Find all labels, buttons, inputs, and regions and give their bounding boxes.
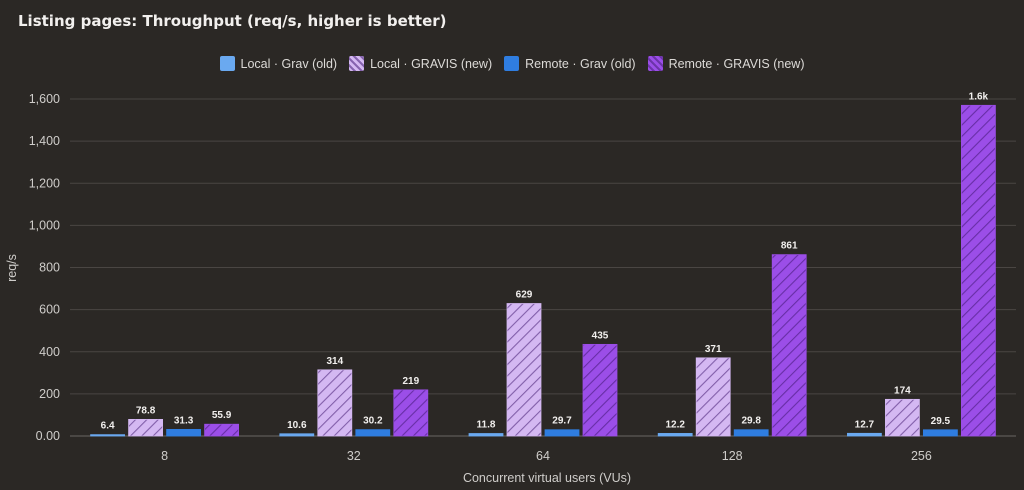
legend-item-remote-gravis-new[interactable]: Remote · GRAVIS (new) (647, 56, 805, 71)
y-tick-label: 800 (39, 261, 60, 275)
bar-remote-grav-old-256[interactable] (923, 429, 958, 437)
bar-remote-grav-old-128[interactable] (733, 429, 769, 437)
bar-local-grav-old-32[interactable] (279, 433, 315, 437)
legend-swatch (647, 56, 663, 71)
data-label: 861 (781, 241, 798, 252)
data-labels: 6.4 78.8 31.3 55.9 10.6 314 30.2 219 11.8 629 29.7… (101, 91, 989, 431)
bar-remote-grav-old-8[interactable] (166, 429, 202, 437)
bar-remote-gravis-new-128[interactable] (771, 254, 807, 437)
legend-label: Local · Grav (old) (240, 56, 338, 71)
y-tick-label: 1,600 (29, 92, 60, 106)
x-axis-label: Concurrent virtual users (VUs) (463, 471, 631, 485)
legend-label: Remote · GRAVIS (new) (668, 56, 805, 71)
data-label: 29.5 (931, 416, 951, 427)
data-label: 10.6 (287, 420, 307, 431)
y-tick-label: 400 (39, 345, 60, 359)
chart-title: Listing pages: Throughput (req/s, higher… (18, 12, 447, 30)
legend-swatch (219, 56, 235, 71)
x-tick-label: 8 (161, 449, 168, 463)
data-label: 12.7 (855, 419, 875, 430)
data-label: 435 (592, 330, 609, 341)
data-label: 1.6k (969, 91, 989, 102)
data-label: 29.8 (741, 416, 761, 427)
y-tick-label: 0.00 (36, 429, 60, 443)
bar-local-grav-old-8[interactable] (90, 434, 125, 437)
data-label: 629 (516, 290, 533, 301)
x-axis-ticks: 8 32 64 128 256 (161, 449, 932, 463)
x-tick-label: 32 (347, 449, 361, 463)
y-tick-label: 1,000 (29, 218, 60, 232)
y-axis-ticks: 0.00 200 400 600 800 1,000 1,200 1,400 1,600 (29, 92, 60, 443)
bar-local-gravis-new-8[interactable] (128, 419, 164, 437)
data-label: 371 (705, 344, 722, 355)
gridlines (70, 98, 1016, 437)
legend-label: Local · GRAVIS (new) (370, 56, 493, 71)
x-tick-label: 256 (911, 449, 932, 463)
bars (90, 104, 996, 437)
bar-local-gravis-new-128[interactable] (695, 357, 731, 437)
data-label: 31.3 (174, 415, 194, 426)
bar-local-gravis-new-256[interactable] (885, 398, 920, 437)
legend-label: Remote · Grav (old) (525, 56, 636, 71)
legend-swatch (504, 56, 520, 71)
legend-item-local-gravis-new[interactable]: Local · GRAVIS (new) (349, 56, 492, 71)
data-label: 11.8 (477, 420, 496, 431)
bar-remote-grav-old-32[interactable] (355, 429, 391, 437)
data-label: 30.2 (363, 416, 383, 427)
data-label: 6.4 (101, 421, 115, 432)
bar-remote-gravis-new-256[interactable] (961, 104, 996, 437)
y-axis-label: req/s (5, 254, 19, 282)
data-label: 29.7 (552, 416, 572, 427)
bar-local-grav-old-128[interactable] (657, 433, 693, 437)
legend-swatch (349, 56, 365, 71)
data-label: 314 (326, 356, 343, 367)
x-tick-label: 128 (722, 449, 743, 463)
data-label: 12.2 (665, 419, 685, 430)
bar-remote-gravis-new-8[interactable] (204, 423, 240, 437)
y-tick-label: 1,400 (29, 134, 60, 148)
bar-local-grav-old-64[interactable] (468, 433, 504, 437)
bar-local-gravis-new-64[interactable] (506, 303, 542, 437)
data-label: 55.9 (212, 410, 232, 421)
bar-remote-grav-old-64[interactable] (544, 429, 580, 437)
bar-local-gravis-new-32[interactable] (317, 369, 353, 437)
bar-local-grav-old-256[interactable] (847, 432, 882, 437)
bar-remote-gravis-new-32[interactable] (393, 389, 429, 437)
y-tick-label: 600 (39, 303, 60, 317)
x-tick-label: 64 (536, 449, 550, 463)
data-label: 78.8 (136, 405, 156, 416)
legend: Local · Grav (old) Local · GRAVIS (new) Re… (0, 56, 1024, 71)
bar-remote-gravis-new-64[interactable] (582, 343, 618, 437)
legend-item-remote-grav-old[interactable]: Remote · Grav (old) (504, 56, 636, 71)
data-label: 219 (402, 376, 419, 387)
y-tick-label: 1,200 (29, 176, 60, 190)
legend-item-local-grav-old[interactable]: Local · Grav (old) (219, 56, 338, 71)
y-tick-label: 200 (39, 387, 60, 401)
data-label: 174 (894, 385, 911, 396)
